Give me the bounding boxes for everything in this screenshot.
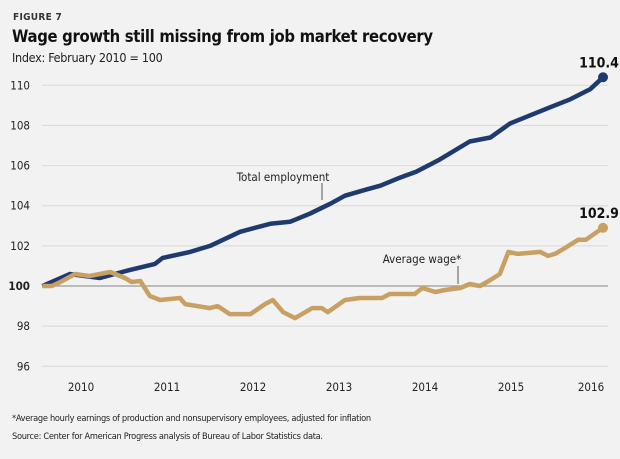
figure-label: FIGURE 7 xyxy=(13,12,63,23)
chart-title: Wage growth still missing from job marke… xyxy=(12,27,433,46)
employment-end-point xyxy=(598,72,609,83)
source-note: Source: Center for American Progress ana… xyxy=(12,431,323,442)
y-tick-label: 96 xyxy=(17,359,30,373)
employment-series-label: Total employment xyxy=(236,170,330,184)
y-tick-label: 98 xyxy=(17,319,30,333)
y-tick-label: 102 xyxy=(10,239,30,253)
x-tick-label: 2014 xyxy=(412,380,438,394)
wage-line xyxy=(42,225,605,321)
y-tick-label: 100 xyxy=(8,279,30,293)
x-tick-label: 2015 xyxy=(498,380,524,394)
y-tick-label: 104 xyxy=(10,199,30,213)
chart-subtitle: Index: February 2010 = 100 xyxy=(12,50,163,65)
employment-line xyxy=(41,75,605,289)
wage-end-point xyxy=(598,222,609,233)
x-tick-label: 2013 xyxy=(326,380,352,394)
employment-end-label: 110.4 xyxy=(579,55,619,71)
wage-end-label: 102.9 xyxy=(579,206,619,222)
x-tick-label: 2010 xyxy=(68,380,94,394)
footnote: *Average hourly earnings of production a… xyxy=(12,413,371,424)
wage-series-label: Average wage* xyxy=(383,252,462,266)
x-tick-label: 2012 xyxy=(240,380,266,394)
y-tick-label: 106 xyxy=(10,159,30,173)
x-tick-label: 2011 xyxy=(154,380,180,394)
x-tick-label: 2016 xyxy=(578,380,604,394)
y-tick-label: 110 xyxy=(10,78,30,92)
y-tick-label: 108 xyxy=(10,118,30,132)
